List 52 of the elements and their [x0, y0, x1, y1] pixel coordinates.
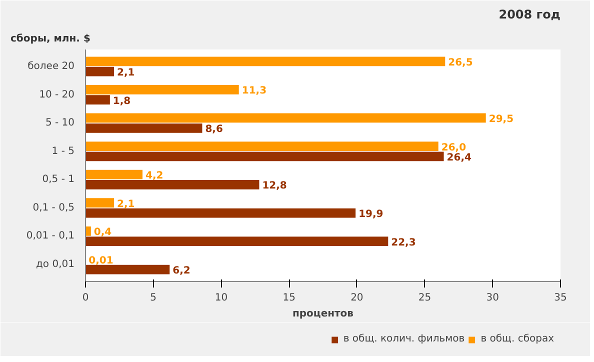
y-tick-label: 10 - 20	[39, 89, 75, 100]
data-label: 26,5	[448, 57, 473, 68]
bar	[86, 56, 446, 66]
x-tick-label: 35	[554, 292, 567, 304]
legend-label: в общ. колич. фильмов	[343, 334, 465, 344]
data-label: 29,5	[488, 114, 514, 125]
x-tick-label: 25	[418, 292, 432, 304]
data-label: 2,1	[117, 68, 135, 79]
bar	[86, 226, 91, 236]
bar	[86, 123, 202, 133]
data-label: 0,4	[94, 227, 112, 238]
x-tick-label: 10	[214, 292, 228, 304]
data-label: 2,1	[117, 198, 135, 210]
bar	[86, 113, 486, 123]
x-tick-label: 15	[282, 292, 296, 304]
y-axis-title: сборы, млн. $	[10, 34, 90, 44]
data-label: 1,8	[112, 96, 131, 107]
data-label: 26,4	[446, 152, 472, 164]
bar	[86, 180, 260, 190]
x-tick-label: 20	[350, 292, 364, 304]
y-tick-label: более 20	[28, 60, 75, 72]
y-tick-label: 0,5 - 1	[42, 174, 75, 186]
y-tick-label: до 0,01	[36, 259, 75, 270]
data-label: 19,9	[358, 209, 384, 220]
bar	[86, 198, 114, 208]
bar	[86, 236, 388, 246]
bar	[86, 66, 114, 76]
x-axis-title: процентов	[292, 308, 354, 320]
chart-title: 2008 год	[498, 8, 561, 22]
data-label: 8,6	[205, 124, 223, 136]
y-tick-label: 5 - 10	[45, 118, 75, 129]
y-tick-label: 0,01 - 0,1	[26, 230, 75, 242]
data-label: 4,2	[146, 170, 164, 182]
data-label: 0,01	[88, 255, 114, 266]
y-tick-label: 1 - 5	[52, 146, 75, 157]
bar	[86, 208, 356, 218]
y-tick-label: 0,1 - 0,5	[32, 202, 75, 214]
data-label: 6,2	[172, 266, 190, 277]
bar	[86, 170, 142, 180]
data-label: 26,0	[441, 142, 466, 154]
data-label: 22,3	[391, 237, 416, 248]
legend-label: в общ. сборах	[480, 334, 554, 344]
data-label: 11,3	[242, 86, 267, 97]
x-tick-label: 30	[486, 292, 500, 304]
bar	[86, 84, 239, 94]
bar	[86, 142, 438, 151]
bar	[86, 264, 170, 274]
bar	[86, 152, 444, 162]
data-label: 12,8	[262, 180, 287, 192]
bar	[86, 95, 110, 105]
x-tick-label: 5	[150, 292, 157, 304]
x-tick-label: 0	[82, 292, 89, 304]
